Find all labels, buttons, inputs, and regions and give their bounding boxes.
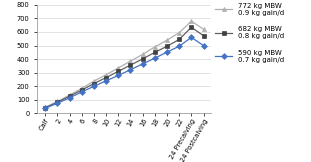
772 kg MBW
0.9 kg gain/d	[104, 74, 108, 76]
772 kg MBW
0.9 kg gain/d	[141, 53, 145, 55]
772 kg MBW
0.9 kg gain/d	[189, 20, 193, 22]
590 kg MBW
0.7 kg gain/d	[116, 75, 120, 76]
682 kg MBW
0.8 kg gain/d	[80, 89, 84, 91]
Line: 682 kg MBW
0.8 kg gain/d: 682 kg MBW 0.8 kg gain/d	[43, 25, 206, 110]
682 kg MBW
0.8 kg gain/d	[129, 64, 132, 66]
772 kg MBW
0.9 kg gain/d	[80, 87, 84, 89]
590 kg MBW
0.7 kg gain/d	[92, 85, 96, 87]
682 kg MBW
0.8 kg gain/d	[202, 35, 206, 37]
682 kg MBW
0.8 kg gain/d	[141, 58, 145, 60]
682 kg MBW
0.8 kg gain/d	[92, 83, 96, 85]
682 kg MBW
0.8 kg gain/d	[189, 26, 193, 28]
772 kg MBW
0.9 kg gain/d	[153, 46, 157, 48]
Legend: 772 kg MBW
0.9 kg gain/d, 682 kg MBW
0.8 kg gain/d, 590 kg MBW
0.7 kg gain/d: 772 kg MBW 0.9 kg gain/d, 682 kg MBW 0.8…	[215, 3, 284, 63]
590 kg MBW
0.7 kg gain/d	[80, 91, 84, 93]
682 kg MBW
0.8 kg gain/d	[153, 51, 157, 53]
590 kg MBW
0.7 kg gain/d	[56, 102, 59, 104]
590 kg MBW
0.7 kg gain/d	[141, 63, 145, 65]
590 kg MBW
0.7 kg gain/d	[153, 57, 157, 59]
Line: 590 kg MBW
0.7 kg gain/d: 590 kg MBW 0.7 kg gain/d	[43, 35, 206, 110]
772 kg MBW
0.9 kg gain/d	[165, 39, 169, 41]
682 kg MBW
0.8 kg gain/d	[177, 39, 181, 40]
682 kg MBW
0.8 kg gain/d	[43, 107, 47, 109]
682 kg MBW
0.8 kg gain/d	[116, 70, 120, 72]
682 kg MBW
0.8 kg gain/d	[104, 77, 108, 79]
590 kg MBW
0.7 kg gain/d	[202, 45, 206, 46]
590 kg MBW
0.7 kg gain/d	[43, 107, 47, 109]
682 kg MBW
0.8 kg gain/d	[56, 101, 59, 103]
772 kg MBW
0.9 kg gain/d	[129, 60, 132, 62]
772 kg MBW
0.9 kg gain/d	[92, 80, 96, 82]
772 kg MBW
0.9 kg gain/d	[202, 28, 206, 30]
772 kg MBW
0.9 kg gain/d	[68, 94, 72, 96]
590 kg MBW
0.7 kg gain/d	[129, 69, 132, 71]
772 kg MBW
0.9 kg gain/d	[177, 32, 181, 34]
590 kg MBW
0.7 kg gain/d	[177, 45, 181, 47]
590 kg MBW
0.7 kg gain/d	[104, 80, 108, 82]
772 kg MBW
0.9 kg gain/d	[56, 100, 59, 102]
682 kg MBW
0.8 kg gain/d	[165, 45, 169, 47]
590 kg MBW
0.7 kg gain/d	[68, 97, 72, 99]
682 kg MBW
0.8 kg gain/d	[68, 95, 72, 97]
590 kg MBW
0.7 kg gain/d	[165, 51, 169, 53]
590 kg MBW
0.7 kg gain/d	[189, 36, 193, 38]
772 kg MBW
0.9 kg gain/d	[43, 106, 47, 108]
Line: 772 kg MBW
0.9 kg gain/d: 772 kg MBW 0.9 kg gain/d	[43, 19, 206, 109]
772 kg MBW
0.9 kg gain/d	[116, 67, 120, 69]
